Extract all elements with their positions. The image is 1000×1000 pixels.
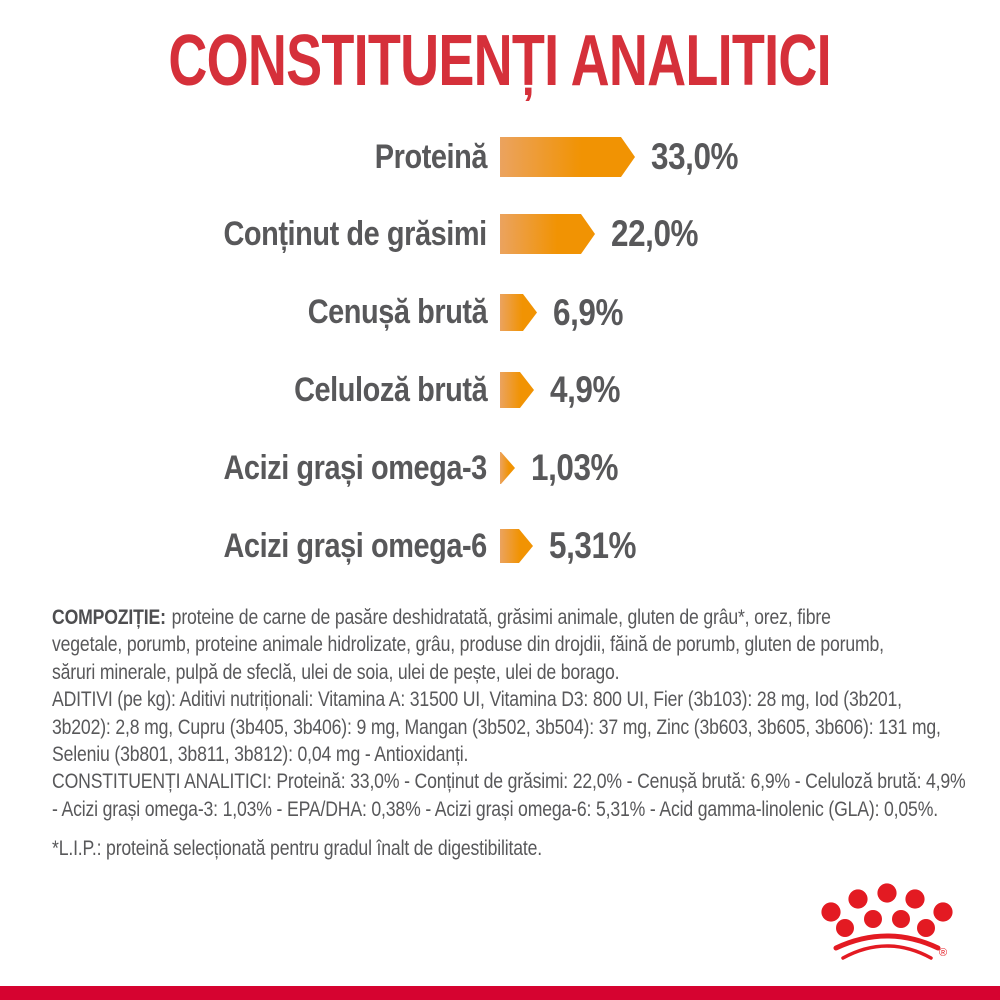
additives-line: Seleniu (3b801, 3b811, 3b812): 0,04 mg -… (52, 743, 469, 767)
page-title: CONSTITUENȚI ANALITICI (0, 21, 1000, 101)
row-label: Celuloză brută (0, 370, 488, 409)
row-label-text: Acizi grași omega-6 (223, 526, 488, 565)
chart-row-cenusa: Cenușă brută 6,9% (0, 291, 1000, 333)
info-text-block: COMPOZIȚIE: proteine de carne de pasăre d… (52, 604, 993, 863)
bar-area: 22,0% (500, 213, 713, 254)
chart-row-omega3: Acizi grași omega-3 1,03% (0, 447, 1000, 488)
bottom-brand-bar (0, 986, 1000, 1000)
bar-value: 1,03% (531, 447, 619, 488)
chart-row-celuloza: Celuloză brută 4,9% (0, 369, 1000, 410)
row-label-text: Conținut de grăsimi (223, 214, 488, 253)
bar-area: 33,0% (500, 136, 753, 177)
composition-line: vegetale, porumb, proteine animale hidro… (52, 633, 884, 657)
row-label: Conținut de grăsimi (0, 214, 488, 254)
analytical-constituents-line: - Acizi grași omega-3: 1,03% - EPA/DHA: … (52, 797, 938, 821)
page-title-text: CONSTITUENȚI ANALITICI (168, 21, 832, 101)
crown-base-arc (841, 944, 933, 960)
bar-value: 4,9% (550, 369, 620, 410)
row-label: Acizi grași omega-3 (0, 449, 488, 487)
chart-row-grasimi: Conținut de grăsimi 22,0% (0, 213, 1000, 254)
additives-line: 3b202): 2,8 mg, Cupru (3b405, 3b406): 9 … (52, 715, 941, 739)
analytical-constituents-line: CONSTITUENȚI ANALITICI: Proteină: 33,0% … (52, 770, 966, 794)
bar-value: 22,0% (611, 213, 699, 254)
bar-arrow (500, 137, 635, 177)
royal-canin-crown-logo: ® (821, 883, 953, 960)
composition-label: COMPOZIȚIE: (52, 606, 166, 629)
row-label-text: Proteină (374, 137, 488, 176)
row-label-text: Cenușă brută (307, 293, 487, 331)
chart-row-omega6: Acizi grași omega-6 5,31% (0, 525, 1000, 566)
lip-footnote: *L.I.P.: proteină selecționată pentru gr… (52, 837, 543, 861)
bar-value: 6,9% (553, 291, 623, 333)
bar-value: 5,31% (549, 525, 637, 566)
row-label: Cenușă brută (0, 293, 487, 331)
composition-text: proteine de carne de pasăre deshidratată… (171, 606, 831, 629)
bar-area: 5,31% (500, 525, 651, 566)
chart-row-proteina: Proteină 33,0% (0, 136, 1000, 177)
bar-arrow (500, 372, 534, 408)
bar-area: 1,03% (500, 447, 633, 488)
bar-area: 4,9% (500, 369, 632, 410)
bar-area: 6,9% (500, 291, 635, 333)
bar-value: 33,0% (651, 136, 739, 177)
additives-line: ADITIVI (pe kg): Aditivi nutriționali: V… (52, 688, 902, 712)
row-label-text: Acizi grași omega-3 (223, 448, 488, 487)
bar-arrow (500, 452, 515, 484)
crown-base-arc (833, 933, 941, 951)
bar-arrow (500, 294, 537, 331)
row-label: Proteină (0, 137, 488, 177)
bar-arrow (500, 529, 533, 563)
row-label: Acizi grași omega-6 (0, 526, 488, 565)
row-label-text: Celuloză brută (293, 370, 488, 409)
bar-arrow (500, 214, 595, 254)
composition-line: săruri minerale, pulpă de sfeclă, ulei d… (52, 660, 620, 684)
registered-trademark-icon: ® (939, 947, 947, 959)
composition-line: COMPOZIȚIE: proteine de carne de pasăre d… (52, 604, 993, 631)
